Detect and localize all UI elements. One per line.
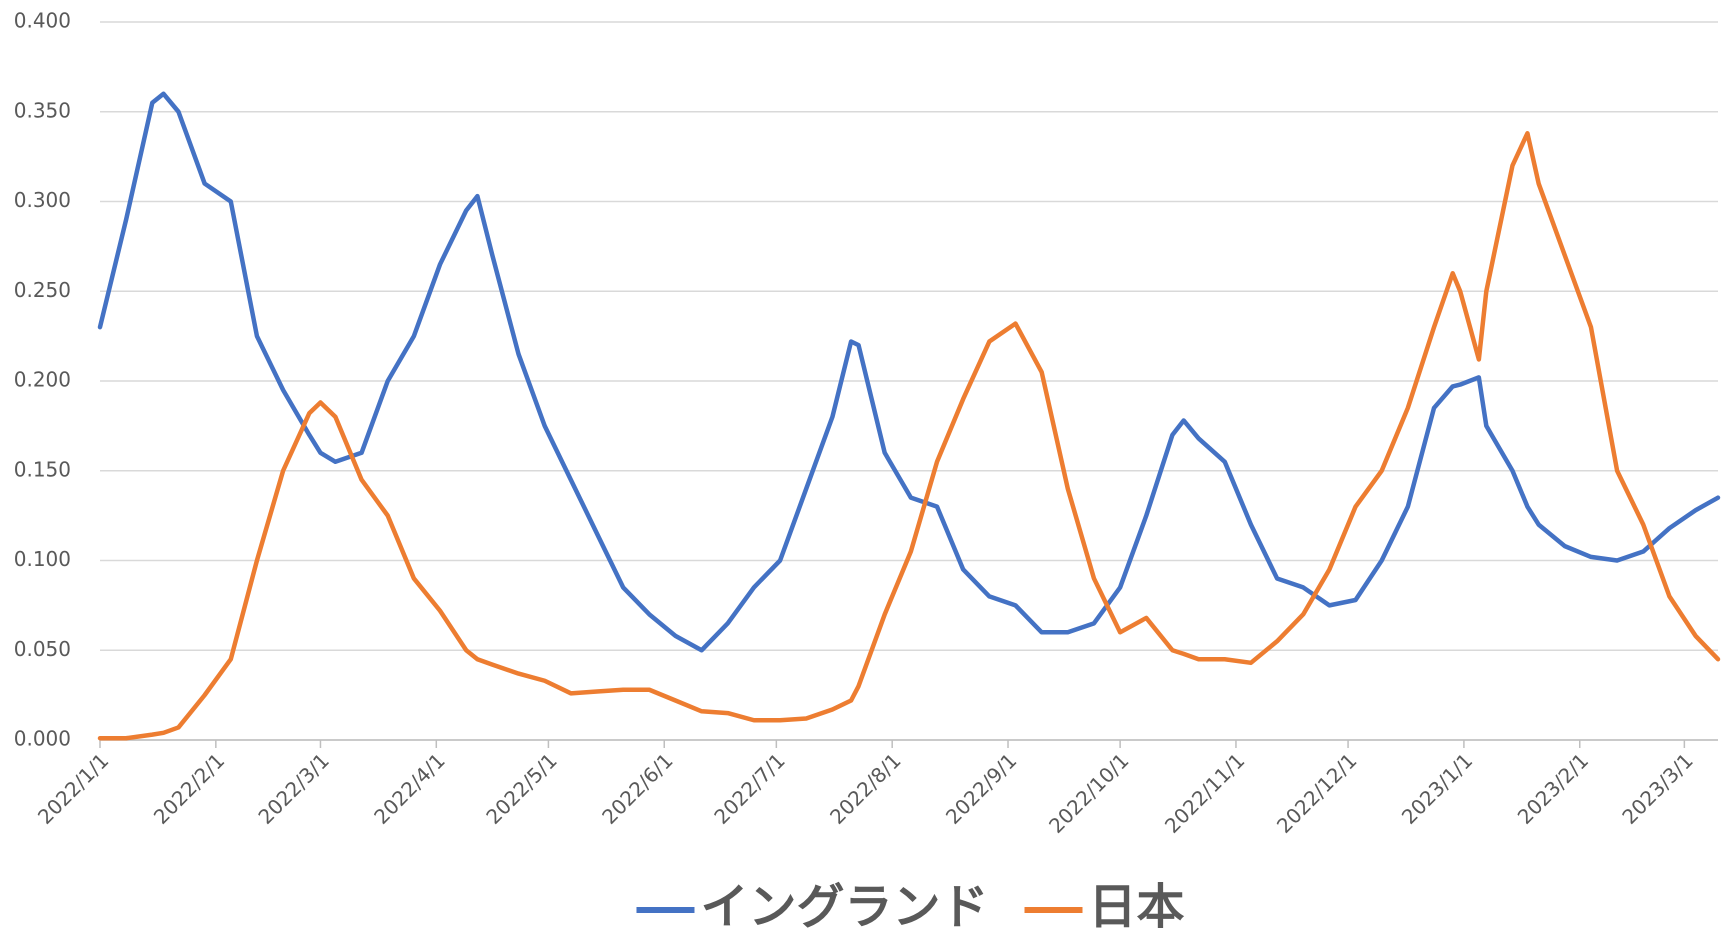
x-tick-label: 2022/7/1 bbox=[709, 748, 789, 828]
x-tick-label: 2022/11/1 bbox=[1160, 748, 1249, 837]
y-tick-label: 0.350 bbox=[14, 98, 71, 122]
x-tick-label: 2022/5/1 bbox=[481, 748, 561, 828]
x-tick-label: 2022/10/1 bbox=[1044, 748, 1133, 837]
y-tick-label: 0.100 bbox=[14, 547, 71, 571]
legend-label: イングランド bbox=[700, 879, 988, 934]
x-tick-label: 2022/8/1 bbox=[825, 748, 905, 828]
y-tick-label: 0.200 bbox=[14, 368, 71, 392]
y-tick-label: 0.300 bbox=[14, 188, 71, 212]
x-tick-label: 2023/3/1 bbox=[1617, 748, 1697, 828]
data-line bbox=[97, 91, 1721, 653]
y-tick-label: 0.400 bbox=[14, 9, 71, 33]
x-tick-label: 2022/12/1 bbox=[1272, 748, 1361, 837]
x-tick-label: 2022/9/1 bbox=[941, 748, 1021, 828]
x-tick-label: 2022/3/1 bbox=[253, 748, 333, 828]
x-tick-label: 2022/1/1 bbox=[33, 748, 113, 828]
legend-label: 日本 bbox=[1089, 879, 1185, 934]
x-tick-label: 2023/1/1 bbox=[1397, 748, 1477, 828]
y-tick-label: 0.000 bbox=[14, 727, 71, 751]
x-tick-label: 2022/6/1 bbox=[597, 748, 677, 828]
y-tick-label: 0.250 bbox=[14, 278, 71, 302]
y-tick-label: 0.050 bbox=[14, 637, 71, 661]
y-tick-label: 0.150 bbox=[14, 457, 71, 481]
x-tick-label: 2023/2/1 bbox=[1513, 748, 1593, 828]
x-tick-label: 2022/2/1 bbox=[149, 748, 229, 828]
x-tick-label: 2022/4/1 bbox=[369, 748, 449, 828]
legend: イングランド 日本 bbox=[636, 879, 1185, 935]
data-line bbox=[97, 131, 1721, 741]
